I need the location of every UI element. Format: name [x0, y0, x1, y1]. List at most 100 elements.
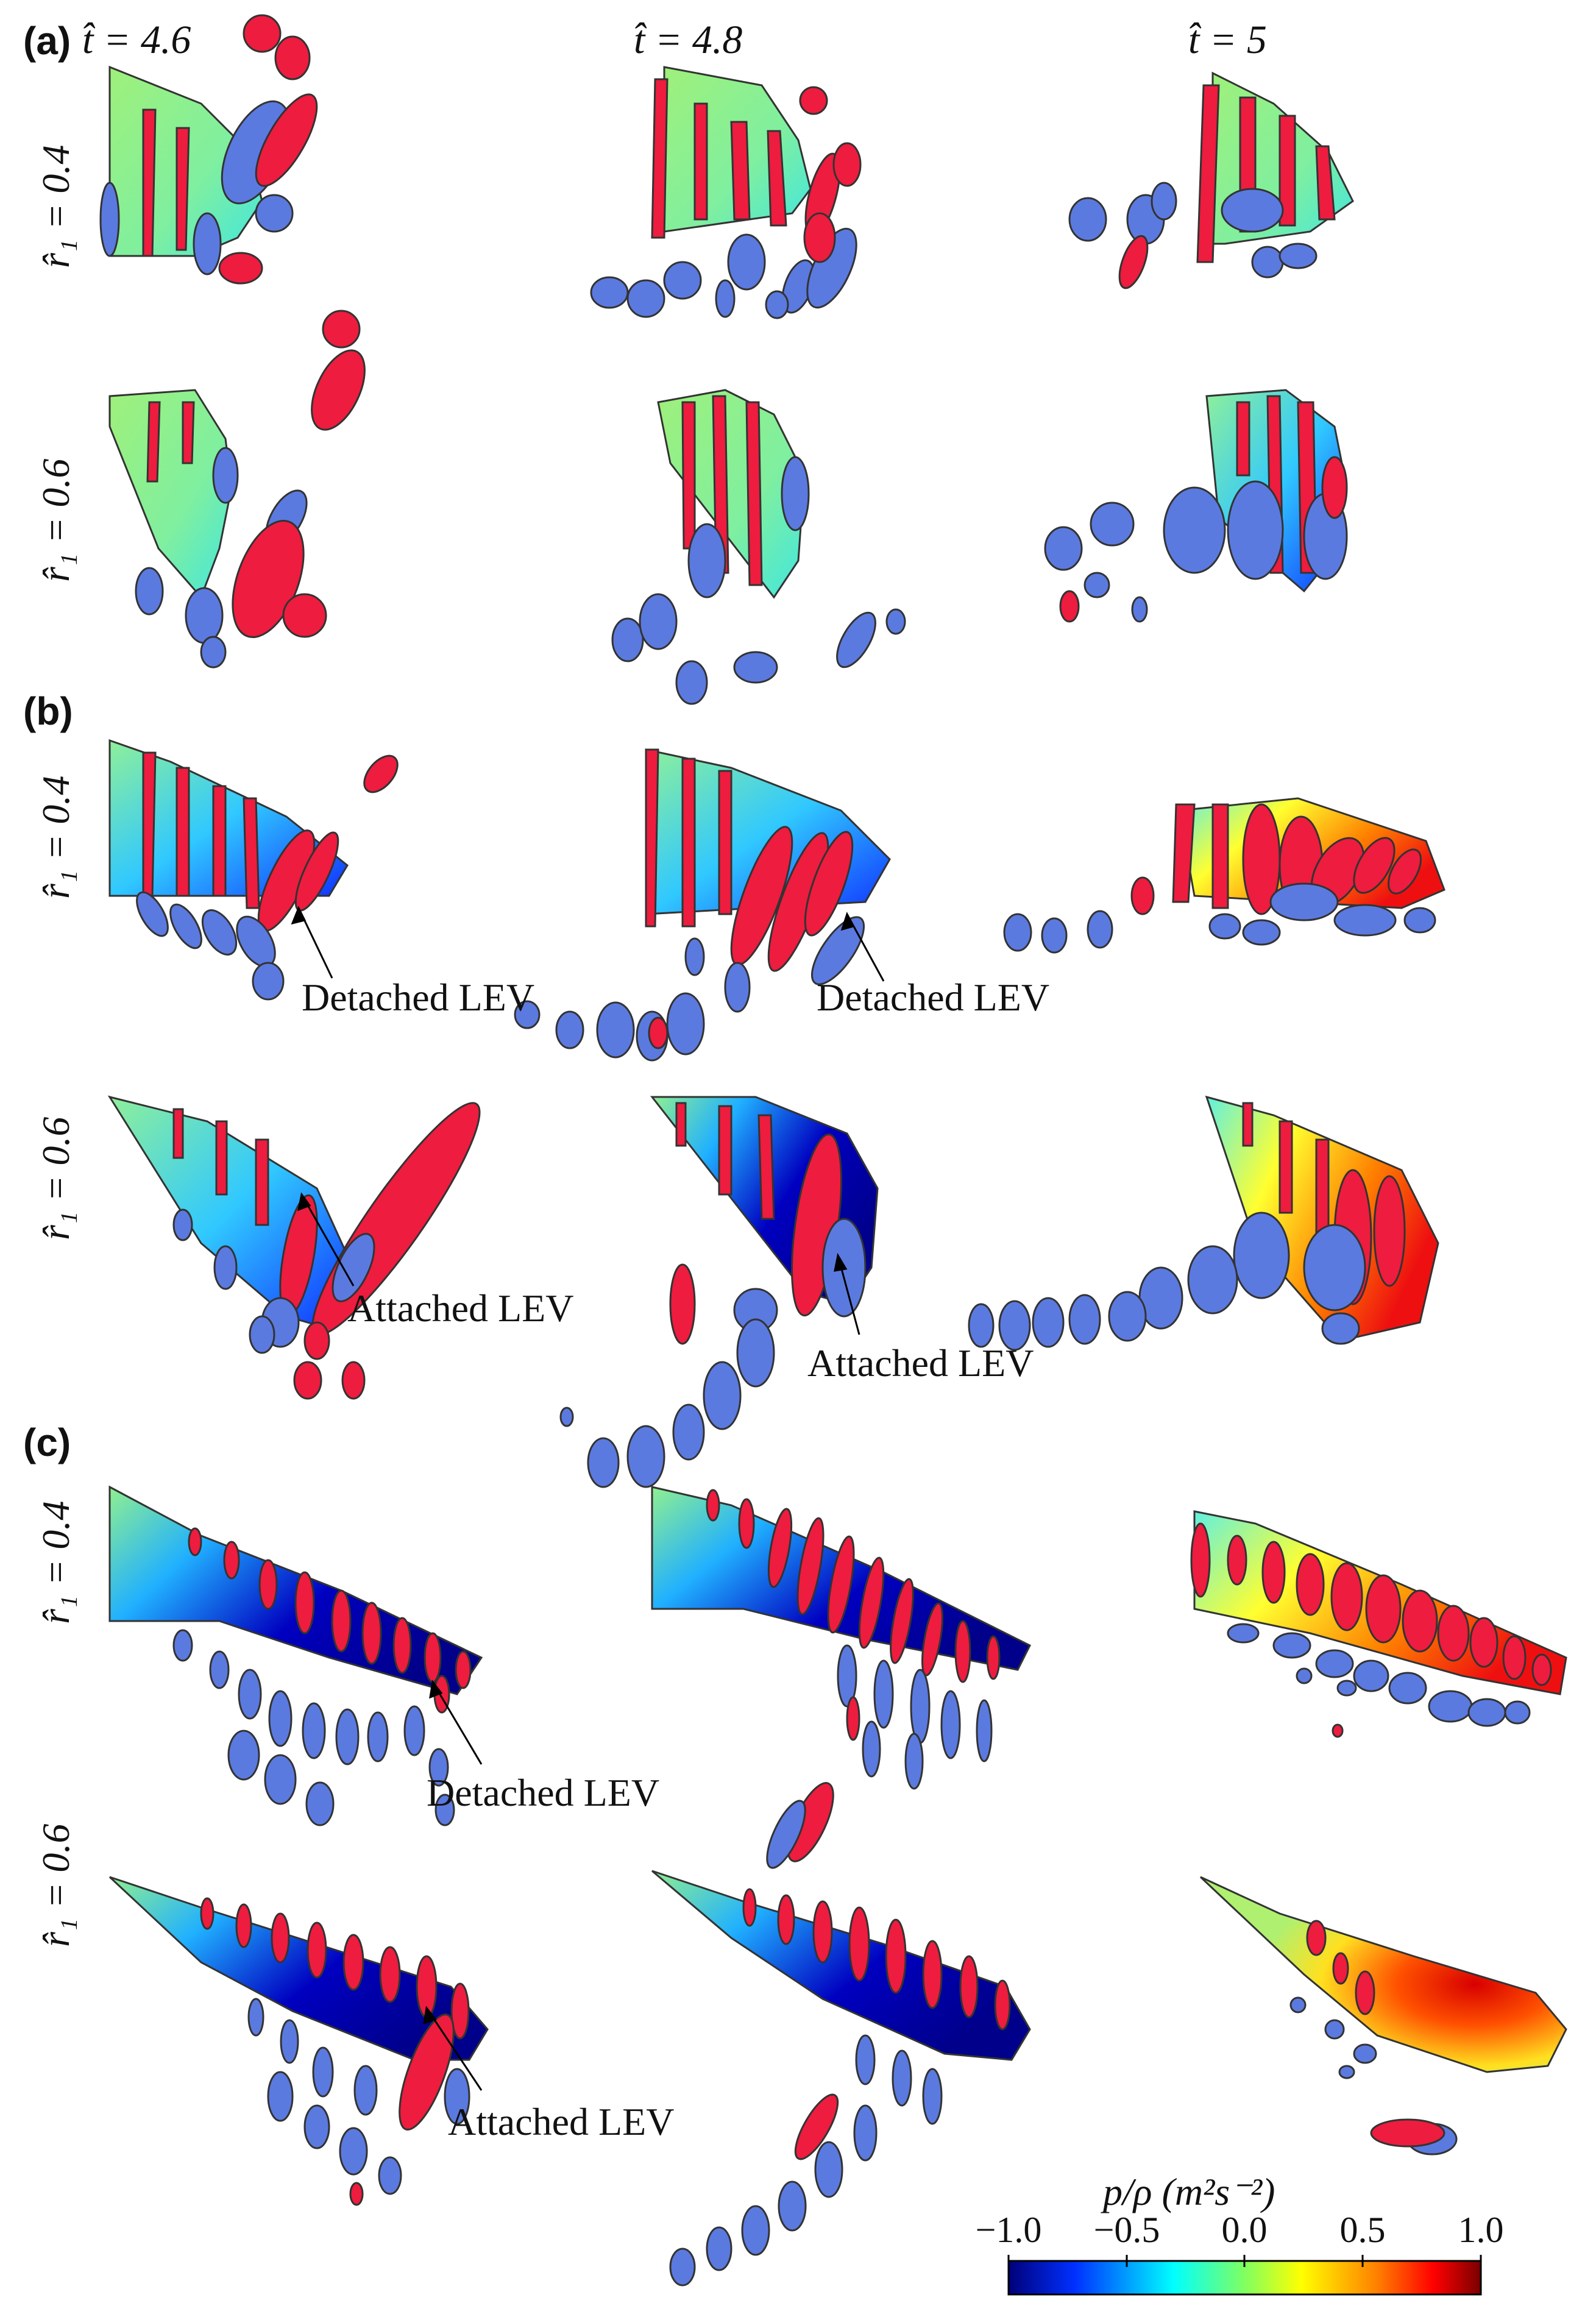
colorbar-tick: −0.5	[1093, 2210, 1160, 2250]
vortex-negative	[367, 1711, 389, 1762]
vortex-positive	[706, 1489, 720, 1522]
vortex-negative	[252, 962, 285, 1001]
vortex-positive	[921, 1602, 944, 1677]
vortex-positive	[648, 1017, 669, 1049]
vortex-negative	[1163, 486, 1226, 574]
vortex-negative	[444, 2068, 470, 2125]
vortex-negative	[268, 1690, 293, 1747]
vortex-positive	[392, 1617, 412, 1674]
vortex-positive	[954, 1620, 971, 1683]
vortex-positive	[311, 349, 366, 431]
arrowhead	[834, 1252, 848, 1272]
vortex-negative	[703, 1361, 742, 1430]
vortex-negative	[663, 261, 702, 300]
vortex-negative	[733, 651, 778, 684]
vortex-negative	[836, 611, 876, 669]
vortex-negative	[910, 1669, 931, 1744]
vortex-positive	[379, 1946, 401, 2003]
vortex-positive	[349, 2182, 364, 2206]
vortex-negative	[814, 2141, 843, 2198]
vortex-positive	[293, 1361, 322, 1400]
vortex-positive	[1190, 1522, 1211, 1598]
vortex-positive	[959, 1955, 979, 2018]
vortex-negative	[1338, 2065, 1355, 2079]
vortex-negative	[212, 447, 239, 504]
vortex-positive	[1227, 1535, 1247, 1586]
vortex-negative	[1108, 1291, 1147, 1342]
vortex-negative	[1227, 480, 1284, 580]
vortex-negative	[687, 523, 726, 598]
vortex-positive	[994, 1979, 1011, 2031]
vortex-negative	[213, 1245, 238, 1290]
arrowhead	[840, 912, 855, 931]
vortex-negative	[305, 1781, 335, 1826]
vortex-negative	[1324, 2019, 1345, 2040]
vortex-negative	[247, 1998, 264, 2037]
vortex-negative	[428, 1748, 449, 1787]
vortex-positive	[361, 1602, 382, 1665]
vortex-negative	[1233, 1212, 1290, 1299]
vortex-positive	[681, 758, 696, 928]
vortex-negative	[590, 276, 629, 309]
vortex-negative	[1289, 1996, 1307, 2014]
vortex-positive	[176, 127, 190, 251]
vortex-positive	[188, 1527, 202, 1556]
vortex-positive	[342, 1934, 364, 1991]
vortex-positive	[675, 1102, 687, 1147]
vortex-negative	[724, 962, 751, 1013]
vortex-negative	[596, 1001, 635, 1059]
vortex-negative	[1353, 1659, 1389, 1692]
vortex-negative	[434, 1794, 455, 1826]
vortex-positive	[1172, 803, 1196, 903]
vortex-negative	[1044, 526, 1083, 571]
vortex-negative	[559, 1407, 574, 1427]
vortex-positive	[796, 1517, 825, 1616]
vortex-positive	[341, 1361, 366, 1400]
vortex-positive	[669, 1263, 696, 1345]
vortex-negative	[1333, 904, 1397, 937]
vortex-positive	[294, 1571, 315, 1634]
panel-label-a: (a)	[23, 19, 71, 63]
vortex-negative	[1084, 572, 1110, 598]
vortex-negative	[1504, 1700, 1531, 1725]
panel-label-c: (c)	[23, 1421, 71, 1464]
vortex-negative	[1467, 1698, 1506, 1727]
vortex-positive	[1315, 145, 1336, 221]
vortex-negative	[1187, 1245, 1238, 1315]
colorbar-tick: 0.5	[1339, 2210, 1386, 2250]
vortex-negative	[672, 1403, 705, 1461]
vortex-positive	[718, 770, 732, 915]
colorbar-tick: 0.0	[1221, 2210, 1268, 2250]
vortex-negative	[862, 1720, 881, 1778]
vortex-positive	[176, 767, 190, 897]
vortex-positive	[200, 1897, 215, 1930]
wing-surface	[1199, 1876, 1567, 2073]
vortex-negative	[303, 2104, 330, 2149]
vortex-negative	[339, 2127, 368, 2176]
vortex-positive	[1355, 1970, 1375, 2015]
vortex-negative	[885, 608, 906, 635]
vortex-positive	[255, 93, 318, 187]
annotation-arrow	[300, 1194, 355, 1286]
vortex-positive	[282, 593, 327, 638]
vortex-positive	[1469, 1617, 1498, 1668]
vortex-positive	[832, 142, 862, 187]
vortex-positive	[1321, 456, 1348, 519]
vortex-negative	[1269, 882, 1339, 921]
vortex-negative	[1296, 1667, 1313, 1684]
vortex-negative	[766, 1800, 806, 1869]
vortex-positive	[827, 1535, 855, 1634]
vortex-positive	[651, 78, 669, 239]
vortex-negative	[1388, 1672, 1427, 1705]
vortex-negative	[626, 279, 665, 318]
vortex-negative	[1428, 1690, 1473, 1723]
vortex-positive	[885, 1918, 907, 1994]
vortex-negative	[727, 233, 766, 291]
vortex-positive	[215, 1120, 228, 1196]
vortex-positive	[212, 785, 227, 897]
vortex-negative	[193, 212, 222, 275]
vortex-negative	[892, 2049, 912, 2107]
panel-label-b: (b)	[23, 689, 73, 733]
vortex-negative	[280, 2019, 299, 2064]
annotation-attached-lev: Attached LEV	[448, 2100, 675, 2143]
